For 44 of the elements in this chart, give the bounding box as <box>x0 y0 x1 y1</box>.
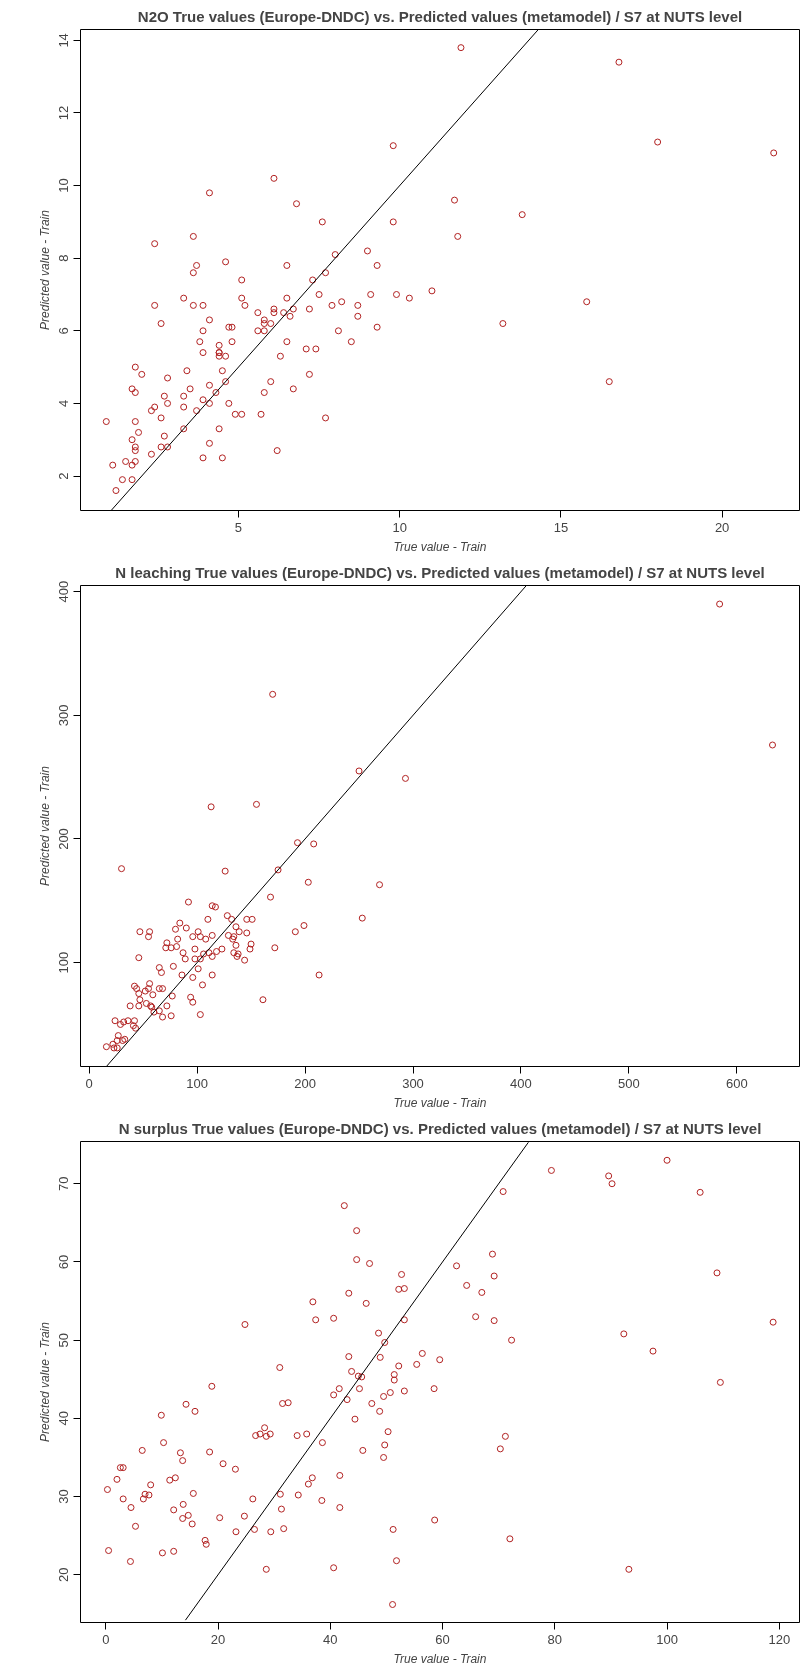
y-tick-label: 4 <box>56 399 72 408</box>
x-tick-label: 300 <box>402 1075 424 1091</box>
y-axis-title: Predicted value - Train <box>37 1321 52 1442</box>
y-tick-label: 70 <box>56 1176 72 1191</box>
x-tick-label: 80 <box>547 1631 563 1647</box>
y-tick-label: 2 <box>56 472 72 480</box>
y-tick-label: 8 <box>56 254 72 262</box>
x-tick-label: 120 <box>768 1631 791 1647</box>
x-tick-label: 60 <box>435 1631 450 1647</box>
x-tick-label: 100 <box>186 1075 208 1091</box>
y-tick-label: 30 <box>56 1489 72 1504</box>
y-axis-title: Predicted value - Train <box>37 765 52 886</box>
y-tick-label: 60 <box>56 1254 72 1270</box>
x-tick-label: 600 <box>726 1075 748 1091</box>
x-tick-label: 500 <box>618 1075 640 1091</box>
x-tick-label: 0 <box>102 1631 110 1647</box>
x-axis-title: True value - Train <box>393 1651 487 1666</box>
x-tick-label: 20 <box>714 519 730 535</box>
y-tick-label: 20 <box>56 1567 72 1583</box>
chart-title: N2O True values (Europe-DNDC) vs. Predicted values (metamodel) / S7 at NUTS level <box>137 7 743 25</box>
x-tick-label: 40 <box>323 1631 338 1647</box>
x-tick-label: 400 <box>510 1075 532 1091</box>
x-tick-label: 20 <box>210 1631 226 1647</box>
x-tick-label: 0 <box>85 1075 93 1091</box>
x-tick-label: 15 <box>553 519 569 535</box>
x-tick-label: 200 <box>294 1075 316 1091</box>
y-tick-label: 6 <box>56 327 72 335</box>
y-tick-label: 40 <box>56 1411 72 1426</box>
y-tick-label: 300 <box>56 704 72 727</box>
chart-title: N surplus True values (Europe-DNDC) vs. Predicted values (metamodel) / S7 at NUTS level <box>118 1119 762 1137</box>
y-tick-label: 14 <box>56 33 72 48</box>
x-tick-label: 5 <box>234 519 243 535</box>
x-tick-label: 10 <box>392 519 407 535</box>
y-tick-label: 200 <box>56 828 72 850</box>
chart-title: N leaching True values (Europe-DNDC) vs. Predicted values (metamodel) / S7 at NUTS level <box>115 563 765 581</box>
x-axis-title: True value - Train <box>393 1095 487 1110</box>
y-axis-title: Predicted value - Train <box>37 209 52 330</box>
y-tick-label: 50 <box>56 1332 72 1348</box>
y-tick-label: 400 <box>56 580 72 603</box>
x-tick-label: 100 <box>656 1631 678 1647</box>
y-tick-label: 100 <box>56 951 72 974</box>
x-axis-title: True value - Train <box>393 539 487 554</box>
y-tick-label: 10 <box>56 178 72 193</box>
y-tick-label: 12 <box>56 105 72 121</box>
